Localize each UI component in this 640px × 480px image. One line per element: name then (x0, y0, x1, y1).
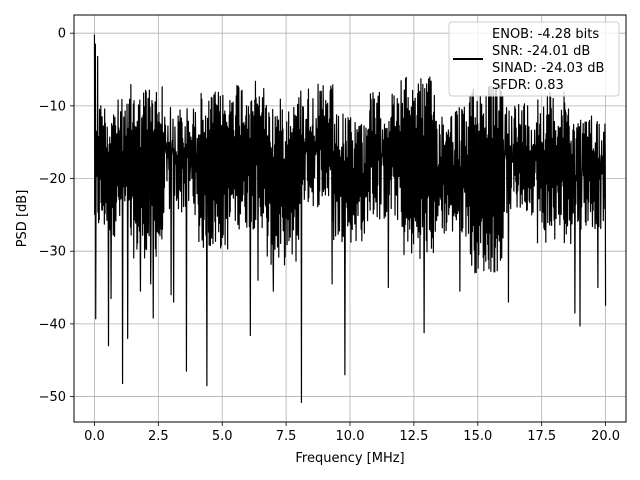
x-tick-label: 2.5 (148, 429, 169, 444)
x-tick-label: 15.0 (463, 429, 492, 444)
legend-sfdr: SFDR: 0.83 (492, 78, 564, 93)
y-tick-label: −30 (39, 245, 66, 260)
x-tick-label: 5.0 (212, 429, 233, 444)
x-tick-label: 17.5 (527, 429, 556, 444)
x-axis-label: Frequency [MHz] (295, 451, 404, 466)
y-axis-label: PSD [dB] (15, 190, 30, 248)
x-tick-label: 7.5 (276, 429, 297, 444)
x-tick-label: 10.0 (336, 429, 365, 444)
x-tick-label: 0.0 (84, 429, 105, 444)
series-layer (93, 34, 607, 403)
x-tick-label: 20.0 (591, 429, 620, 444)
psd-series-line (93, 34, 607, 403)
y-tick-label: −20 (39, 172, 66, 187)
legend-box (448, 21, 620, 97)
legend-enob: ENOB: -4.28 bits (492, 27, 599, 42)
x-axis-ticks: 0.0 2.5 5.0 7.5 10.0 12.5 15.0 17.5 20.0 (84, 422, 620, 444)
legend-sinad: SINAD: -24.03 dB (492, 61, 604, 76)
legend-snr: SNR: -24.01 dB (492, 44, 590, 59)
legend: ENOB: -4.28 bits SNR: -24.01 dB SINAD: -… (448, 21, 620, 97)
y-axis-ticks: 0 −10 −20 −30 −40 −50 (39, 27, 74, 405)
y-tick-label: −40 (39, 317, 66, 332)
x-tick-label: 12.5 (399, 429, 428, 444)
y-tick-label: 0 (58, 27, 66, 42)
y-tick-label: −50 (39, 390, 66, 405)
y-tick-label: −10 (39, 99, 66, 114)
